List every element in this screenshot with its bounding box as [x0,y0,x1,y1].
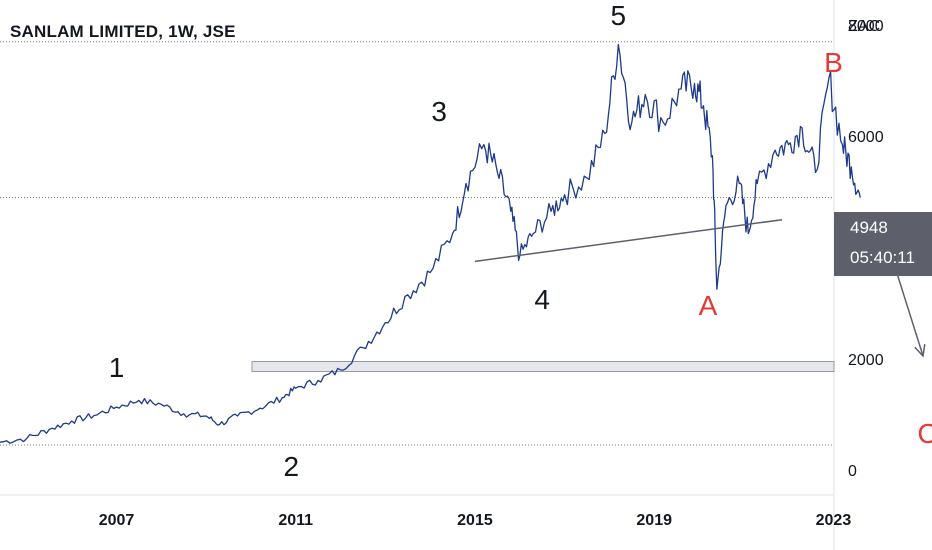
support-zone [251,361,835,373]
x-tick-label: 2015 [457,512,493,529]
y-tick-label: 8000 [848,17,884,35]
wave-label-1: 1 [108,352,125,384]
wave-label-5: 5 [610,0,627,31]
y-tick-label: 0 [848,462,857,480]
wave-label-4: 4 [534,284,550,316]
y-tick-label: 2000 [848,351,884,369]
price-series-line [0,43,861,444]
x-tick-label: 2023 [815,512,852,529]
currency-label: ZAC [848,18,880,35]
projection-arrow-head [914,343,926,358]
wave-label-3: 3 [431,96,447,128]
bar-countdown: 05:40:11 [850,248,915,267]
chart-title: SANLAM LIMITED, 1W, JSE [10,22,236,41]
x-tick-label: 2019 [636,512,672,529]
x-tick-label: 2011 [278,512,314,529]
wave-label-b: B [824,46,843,78]
y-tick-label: 6000 [848,129,884,147]
wave-label-2: 2 [283,451,300,483]
x-tick-label: 2007 [98,512,135,529]
last-price: 4948 [850,218,888,237]
wave-label-a: A [698,289,718,321]
wave-label-c: C [917,417,932,449]
last-price-label: 4948 05:40:11 [834,212,932,276]
trendline [474,218,783,263]
